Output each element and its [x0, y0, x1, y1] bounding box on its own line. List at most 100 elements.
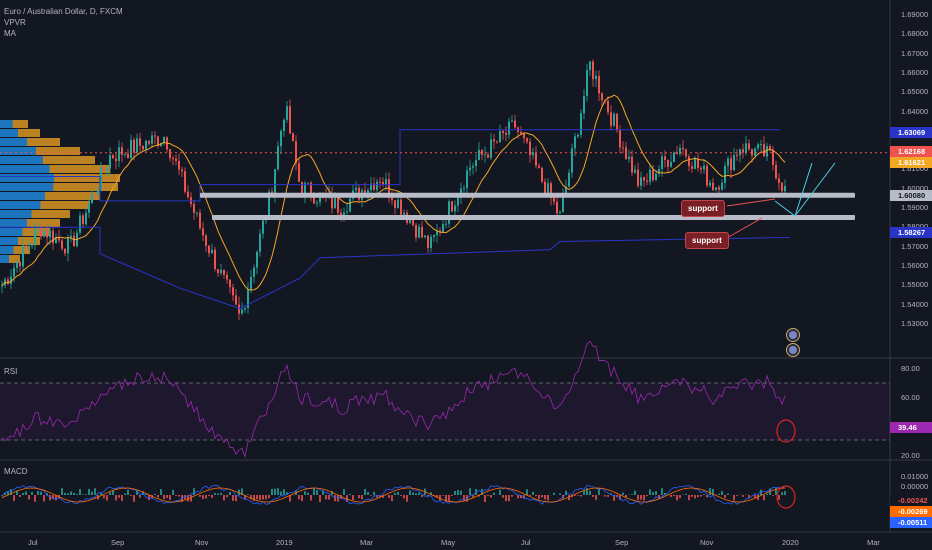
macd-histogram-bar — [421, 495, 423, 497]
macd-histogram-bar — [592, 495, 594, 497]
candle-body — [733, 155, 735, 171]
candle-body — [178, 160, 180, 170]
price-tick: 1.59000 — [901, 203, 929, 212]
candle-body — [343, 212, 345, 216]
macd-histogram-bar — [199, 495, 201, 497]
macd-histogram-bar — [88, 488, 90, 495]
channel-upper-line — [0, 129, 780, 202]
macd-histogram-bar — [226, 495, 228, 498]
support-label-2[interactable]: support — [685, 232, 729, 249]
candle-body — [712, 182, 714, 190]
macd-label[interactable]: MACD — [4, 467, 28, 476]
macd-histogram-bar — [94, 488, 96, 495]
vpvr-bar-up — [0, 192, 45, 200]
macd-histogram-bar — [574, 495, 576, 496]
macd-histogram-bar — [67, 493, 69, 495]
candle-body — [448, 201, 450, 224]
candle-body — [298, 163, 300, 182]
macd-histogram-bar — [265, 495, 267, 500]
candle-body — [40, 227, 42, 237]
macd-histogram-bar — [613, 495, 615, 501]
time-tick: 2020 — [782, 538, 799, 547]
macd-histogram-bar — [700, 495, 702, 497]
macd-histogram-bar — [214, 493, 216, 495]
macd-histogram-bar — [268, 495, 270, 499]
macd-histogram-bar — [40, 491, 42, 495]
settings-icon[interactable] — [786, 343, 800, 357]
candle-body — [748, 143, 750, 150]
candle-body — [247, 289, 249, 309]
candle-body — [679, 148, 681, 155]
candle-body — [421, 226, 423, 238]
macd-histogram-bar — [721, 491, 723, 495]
macd-histogram-bar — [586, 488, 588, 495]
macd-histogram-bar — [565, 490, 567, 495]
candle-body — [673, 152, 675, 163]
macd-histogram-bar — [301, 495, 303, 501]
macd-histogram-bar — [364, 488, 366, 495]
macd-histogram-bar — [241, 488, 243, 495]
candle-body — [631, 156, 633, 173]
indicator-ma[interactable]: MA — [4, 29, 16, 38]
candle-body — [550, 183, 552, 198]
candle-body — [544, 181, 546, 196]
macd-histogram-bar — [184, 495, 186, 500]
candle-body — [775, 164, 777, 179]
macd-histogram-bar — [538, 495, 540, 499]
candle-body — [568, 172, 570, 187]
macd-histogram-bar — [334, 495, 336, 502]
candle-body — [721, 182, 723, 190]
rsi-label[interactable]: RSI — [4, 367, 18, 376]
candle-body — [307, 182, 309, 184]
macd-histogram-bar — [337, 495, 339, 502]
candle-body — [556, 201, 558, 214]
candle-body — [781, 182, 783, 192]
macd-histogram-bar — [37, 490, 39, 495]
candle-body — [37, 227, 39, 230]
macd-histogram-bar — [256, 495, 258, 500]
macd-histogram-bar — [307, 492, 309, 495]
macd-histogram-bar — [289, 495, 291, 502]
candle-body — [439, 230, 441, 232]
macd-histogram-bar — [535, 495, 537, 497]
macd-histogram-bar — [208, 495, 210, 497]
macd-histogram-bar — [457, 489, 459, 495]
candle-body — [49, 230, 51, 238]
macd-histogram-bar — [148, 495, 150, 501]
time-tick: Jul — [521, 538, 531, 547]
candle-body — [385, 179, 387, 185]
macd-histogram-bar — [46, 493, 48, 495]
macd-histogram-bar — [100, 492, 102, 495]
macd-histogram-bar — [442, 495, 444, 496]
candle-body — [430, 236, 432, 249]
candle-body — [136, 138, 138, 153]
candle-body — [91, 193, 93, 204]
macd-histogram-bar — [670, 495, 672, 497]
vpvr-bar-up — [0, 147, 36, 155]
candle-body — [337, 197, 339, 213]
candle-body — [595, 75, 597, 80]
globe-icon[interactable] — [786, 328, 800, 342]
support-label-1[interactable]: support — [681, 200, 725, 217]
candle-body — [466, 170, 468, 189]
macd-histogram-bar — [736, 495, 738, 496]
candle-body — [526, 138, 528, 142]
candle-body — [286, 106, 288, 120]
macd-histogram-bar — [64, 492, 66, 495]
candle-body — [667, 159, 669, 167]
vpvr-bar-down — [22, 228, 50, 236]
macd-histogram-bar — [277, 488, 279, 495]
macd-histogram-bar — [529, 495, 531, 497]
candle-body — [661, 156, 663, 170]
vpvr-bar-up — [0, 174, 54, 182]
candle-body — [349, 198, 351, 212]
macd-histogram-bar — [280, 491, 282, 495]
macd-histogram-bar — [325, 495, 327, 500]
macd-histogram-bar — [388, 495, 390, 498]
indicator-vpvr[interactable]: VPVR — [4, 18, 26, 27]
macd-histogram-value: -0.00242 — [890, 495, 932, 506]
macd-histogram-bar — [340, 495, 342, 499]
macd-histogram-bar — [376, 495, 378, 498]
candle-body — [25, 245, 27, 247]
